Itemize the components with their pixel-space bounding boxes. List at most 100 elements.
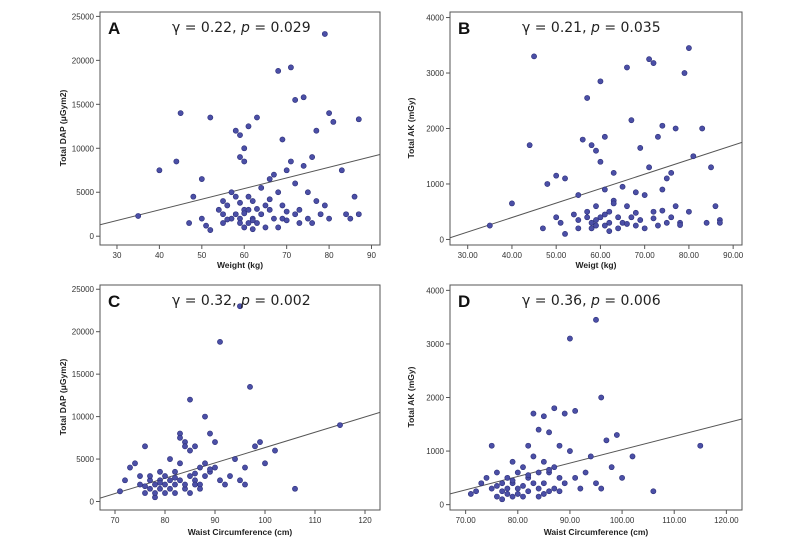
data-point — [245, 206, 252, 213]
data-point — [629, 453, 636, 460]
data-point — [703, 219, 710, 226]
data-point — [650, 215, 657, 222]
data-point — [540, 225, 546, 232]
x-axis-title: Waist Circumference (cm) — [188, 527, 293, 537]
data-point — [202, 413, 208, 420]
data-point — [575, 192, 582, 198]
panel-label: D — [458, 292, 470, 311]
data-point — [157, 479, 163, 486]
data-point — [628, 214, 635, 221]
data-point — [582, 469, 589, 476]
data-point — [355, 116, 362, 123]
correlation-annotation: γ = 0.36, p = 0.006 — [522, 293, 661, 309]
data-point — [241, 145, 248, 152]
panel-b: 30.00 40.00 50.00 60.00 70.00 80.00 90.00 0 1000… — [406, 11, 744, 270]
data-point — [186, 220, 192, 226]
data-point — [207, 227, 214, 233]
data-point — [202, 473, 208, 479]
data-point — [575, 217, 582, 223]
y-tick-label: 2000 — [426, 394, 444, 403]
x-tick-label: 120 — [358, 516, 372, 525]
data-point — [156, 167, 163, 174]
data-point — [546, 488, 552, 495]
y-tick-label: 15000 — [72, 370, 95, 379]
y-tick-label: 0 — [90, 498, 95, 507]
data-point — [288, 158, 294, 165]
data-point — [252, 443, 258, 450]
y-tick-label: 5000 — [76, 188, 94, 197]
data-point — [182, 481, 188, 488]
x-axis-title: Weight (kg) — [217, 260, 263, 270]
data-point — [292, 97, 299, 103]
data-point — [615, 225, 622, 232]
data-point — [237, 303, 243, 310]
data-point — [242, 464, 248, 471]
data-point — [553, 214, 560, 221]
data-point — [712, 203, 719, 210]
data-point — [172, 468, 178, 475]
y-tick-label: 10000 — [72, 413, 95, 422]
regression-line — [100, 411, 380, 499]
panel-label: B — [458, 19, 470, 38]
data-point — [351, 193, 358, 200]
data-point — [167, 456, 173, 462]
data-point — [632, 222, 639, 229]
x-tick-label: 110.00 — [662, 516, 686, 525]
data-point — [598, 485, 605, 492]
data-point — [313, 127, 320, 134]
data-point — [567, 335, 573, 342]
plot-frame — [449, 11, 743, 246]
data-point — [187, 490, 193, 496]
annotation-prefix: γ = 0.32, — [172, 293, 241, 309]
data-point — [283, 217, 290, 224]
data-point — [584, 208, 591, 215]
x-tick-label: 80 — [325, 251, 334, 260]
data-point — [473, 488, 479, 495]
data-point — [167, 477, 173, 484]
x-tick-label: 120.00 — [714, 516, 739, 525]
data-point — [245, 220, 252, 226]
data-point — [272, 447, 278, 454]
data-point — [699, 125, 706, 132]
data-point — [197, 485, 203, 492]
data-point — [659, 207, 666, 214]
data-point — [628, 117, 635, 124]
data-point — [172, 481, 178, 488]
regression-line — [450, 418, 742, 495]
data-point — [575, 225, 582, 232]
data-point — [275, 189, 282, 196]
annotation-suffix: = 0.035 — [600, 20, 661, 36]
data-point — [650, 60, 657, 66]
y-axis-title: Total DAP (μGym2) — [58, 359, 68, 436]
data-point — [668, 214, 675, 221]
data-point — [641, 192, 648, 198]
data-point — [606, 219, 613, 226]
y-tick-label: 4000 — [426, 286, 444, 295]
plot-frame — [99, 11, 381, 246]
data-point — [488, 442, 495, 449]
data-point — [553, 172, 560, 179]
data-point — [593, 217, 599, 223]
data-point — [494, 493, 500, 500]
data-point — [237, 132, 243, 138]
annotation-prefix: γ = 0.36, — [522, 293, 591, 309]
data-point — [561, 410, 568, 417]
data-point — [135, 213, 142, 219]
data-point — [262, 460, 268, 467]
data-point — [572, 407, 579, 414]
data-point — [237, 220, 243, 226]
data-point — [672, 203, 679, 210]
data-point — [603, 437, 610, 444]
data-point — [326, 110, 332, 117]
data-point — [509, 200, 515, 207]
data-point — [215, 206, 222, 213]
data-point — [637, 145, 644, 151]
data-point — [117, 488, 123, 495]
data-point — [355, 211, 362, 218]
data-point — [641, 225, 648, 232]
data-point — [708, 164, 714, 171]
annotation-p-symbol: p — [240, 20, 250, 36]
data-point — [587, 453, 594, 460]
data-point — [232, 456, 238, 462]
data-point — [187, 473, 193, 479]
